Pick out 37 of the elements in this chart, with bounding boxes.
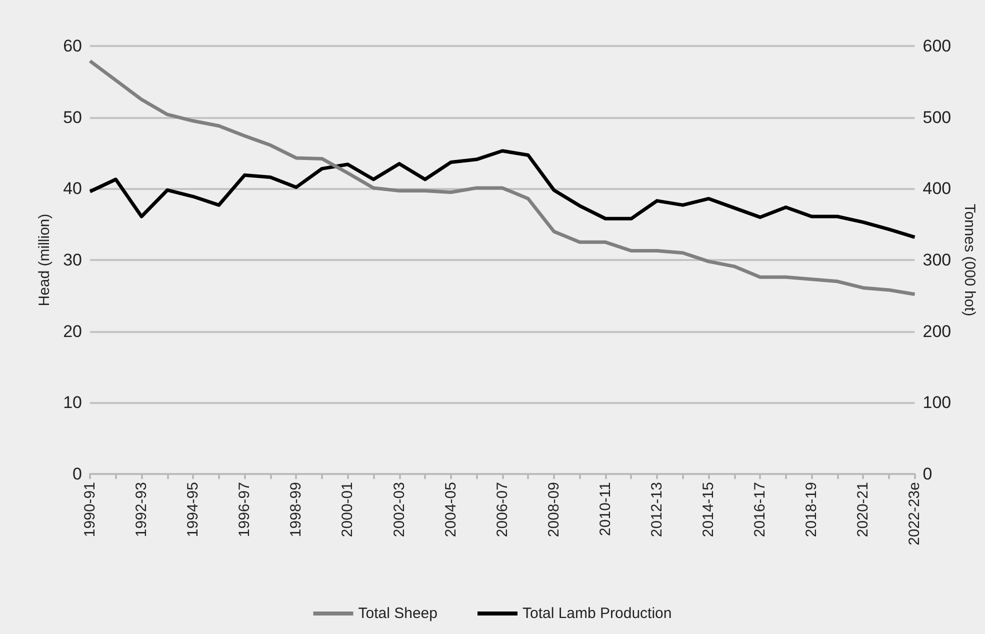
legend-label: Total Sheep (358, 605, 438, 622)
y2-axis-title: Tonnes (000 hot) (961, 204, 978, 316)
y2-tick-label: 0 (922, 464, 932, 484)
y2-tick-label: 100 (922, 393, 952, 412)
x-tick-label: 2020-21 (854, 482, 872, 538)
x-tick-label: 1992-93 (133, 482, 150, 538)
x-tick-label: 1990-91 (82, 482, 98, 538)
x-tick-label: 1994-95 (184, 482, 202, 538)
y2-tick-label: 600 (922, 36, 952, 56)
x-tick-label: 2018-19 (803, 482, 820, 538)
y-tick-label: 50 (63, 108, 82, 127)
y-tick-label: 30 (63, 250, 82, 270)
x-tick-label: 2012-13 (648, 482, 666, 538)
legend-label: Total Lamb Production (522, 605, 672, 622)
x-tick-label: 2022-23e (906, 482, 924, 546)
y2-tick-label: 300 (922, 250, 952, 270)
x-tick-label: 2016-17 (752, 482, 769, 538)
x-tick-label: 2004-05 (442, 482, 460, 538)
y2-tick-label: 200 (922, 322, 952, 341)
x-tick-label: 2008-09 (545, 482, 562, 538)
x-tick-label: 2002-03 (390, 482, 408, 538)
x-tick-label: 2014-15 (700, 482, 718, 538)
x-tick-label: 2006-07 (494, 482, 511, 538)
y-tick-label: 10 (63, 393, 82, 412)
line-series (88, 59, 916, 296)
y2-tick-label: 400 (922, 179, 952, 198)
y-tick-label: 0 (72, 464, 82, 484)
y-tick-label: 40 (63, 179, 82, 198)
y-axis-title: Head (million) (36, 214, 54, 306)
x-tick-label: 2000-01 (339, 482, 356, 538)
y2-tick-label: 500 (922, 108, 952, 127)
line-series (88, 149, 916, 239)
y-tick-label: 20 (63, 322, 82, 341)
x-tick-label: 2010-11 (596, 482, 614, 536)
x-tick-label: 1996-97 (236, 482, 254, 538)
y-tick-label: 60 (63, 36, 82, 56)
x-tick-label: 1998-99 (288, 482, 305, 538)
